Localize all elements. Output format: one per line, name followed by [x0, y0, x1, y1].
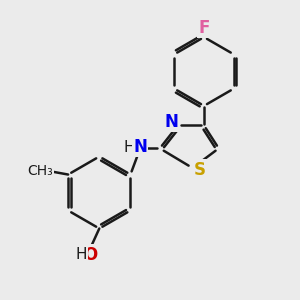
Text: S: S: [194, 160, 206, 178]
Text: CH₃: CH₃: [27, 164, 53, 178]
Text: H: H: [124, 140, 136, 154]
Text: N: N: [165, 112, 179, 130]
Text: O: O: [83, 246, 97, 264]
Text: F: F: [198, 19, 210, 37]
Text: H: H: [75, 247, 87, 262]
Text: N: N: [133, 138, 147, 156]
